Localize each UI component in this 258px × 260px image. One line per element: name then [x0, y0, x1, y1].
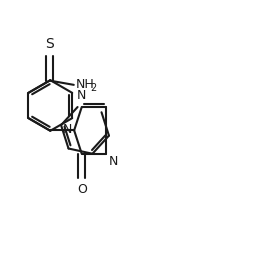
Text: N: N: [108, 155, 118, 168]
Text: NH: NH: [76, 77, 95, 90]
Text: 2: 2: [90, 83, 96, 93]
Text: N: N: [77, 89, 86, 102]
Text: O: O: [77, 183, 87, 196]
Text: N: N: [63, 123, 72, 136]
Text: S: S: [45, 37, 54, 51]
